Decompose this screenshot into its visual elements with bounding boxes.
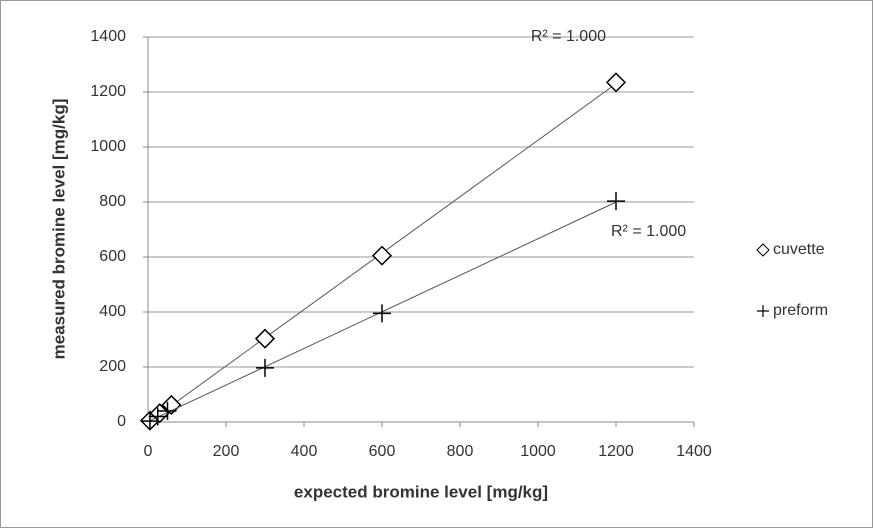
x-tick-label: 200 <box>213 443 240 460</box>
marker-plus <box>256 358 274 377</box>
y-tick-label: 800 <box>99 193 126 210</box>
x-tick-label: 1000 <box>520 443 556 460</box>
annotation: R² = 1.000 <box>531 28 606 45</box>
x-tick-label: 800 <box>447 443 474 460</box>
y-tick-label: 1400 <box>90 28 126 45</box>
y-tick-label: 200 <box>99 358 126 375</box>
y-tick-label: 400 <box>99 303 126 320</box>
marker-plus <box>373 304 391 323</box>
x-tick-label: 1400 <box>676 443 712 460</box>
y-axis-title: measured bromine level [mg/kg] <box>49 99 68 360</box>
marker-plus <box>148 407 167 426</box>
legend-label: cuvette <box>773 241 825 258</box>
marker-diamond <box>371 245 393 266</box>
y-tick-label: 600 <box>99 248 126 265</box>
annotation: R² = 1.000 <box>611 223 686 240</box>
y-tick-label: 1200 <box>90 83 126 100</box>
marker-diamond <box>149 403 170 424</box>
legend-label: preform <box>773 302 828 319</box>
marker-plus <box>158 402 177 420</box>
marker-plus <box>140 412 159 431</box>
legend-marker <box>757 305 769 317</box>
trendline <box>149 201 617 422</box>
x-axis-title: expected bromine level [mg/kg] <box>294 482 548 501</box>
x-tick-label: 0 <box>144 443 153 460</box>
y-tick-label: 1000 <box>90 138 126 155</box>
x-tick-label: 1200 <box>598 443 634 460</box>
marker-diamond <box>254 328 276 349</box>
x-tick-label: 600 <box>369 443 396 460</box>
y-tick-label: 0 <box>117 413 126 430</box>
marker-diamond <box>605 72 627 93</box>
marker-plus <box>607 192 625 211</box>
x-tick-label: 400 <box>291 443 318 460</box>
legend-marker <box>756 243 770 257</box>
